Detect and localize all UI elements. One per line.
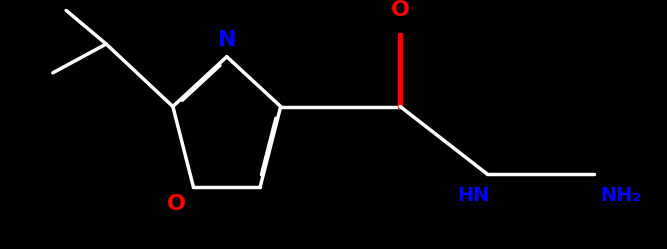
Text: HN: HN xyxy=(458,186,490,205)
Text: O: O xyxy=(167,194,186,214)
Text: NH₂: NH₂ xyxy=(600,186,641,205)
Text: O: O xyxy=(391,0,410,20)
Text: N: N xyxy=(217,30,236,50)
